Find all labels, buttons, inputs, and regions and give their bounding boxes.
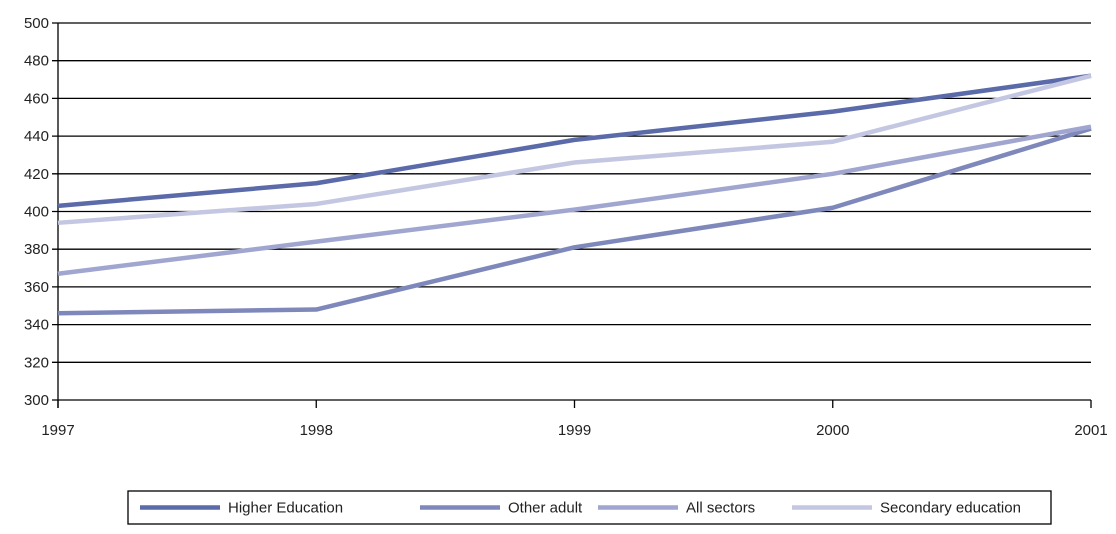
y-tick-label-500: 500 (24, 15, 49, 32)
y-tick-label-300: 300 (24, 392, 49, 409)
x-tick-label-1997: 1997 (41, 422, 74, 439)
y-tick-label-320: 320 (24, 354, 49, 371)
legend-label-2: All sectors (686, 500, 755, 517)
y-axis-ticks: 300 320 340 360 380 400 420 440 460 480 500 (24, 15, 49, 409)
y-tick-label-400: 400 (24, 204, 49, 221)
y-tick-label-420: 420 (24, 166, 49, 183)
x-tick-label-2001: 2001 (1074, 422, 1107, 439)
legend-label-3: Secondary education (880, 500, 1021, 517)
x-tick-label-1999: 1999 (558, 422, 591, 439)
series-line-1 (57, 126, 1092, 316)
series-lines (57, 73, 1092, 316)
y-tick-label-460: 460 (24, 90, 49, 107)
y-tick-label-380: 380 (24, 241, 49, 258)
gridlines (52, 22, 1091, 408)
x-axis-ticks: 1997 1998 1999 2000 2001 (41, 400, 1108, 439)
x-tick-label-2000: 2000 (816, 422, 849, 439)
legend-label-1: Other adult (508, 500, 583, 517)
y-tick-label-440: 440 (24, 128, 49, 145)
series-line-3 (57, 73, 1092, 226)
series-line-2 (57, 124, 1092, 276)
y-tick-label-360: 360 (24, 279, 49, 296)
series-line-0 (57, 73, 1092, 209)
legend-box (127, 490, 1052, 525)
y-tick-label-480: 480 (24, 53, 49, 70)
y-tick-label-340: 340 (24, 317, 49, 334)
legend-label-0: Higher Education (228, 500, 343, 517)
x-tick-label-1998: 1998 (300, 422, 333, 439)
legend: Higher Education Other adult All sectors Se… (127, 490, 1052, 525)
